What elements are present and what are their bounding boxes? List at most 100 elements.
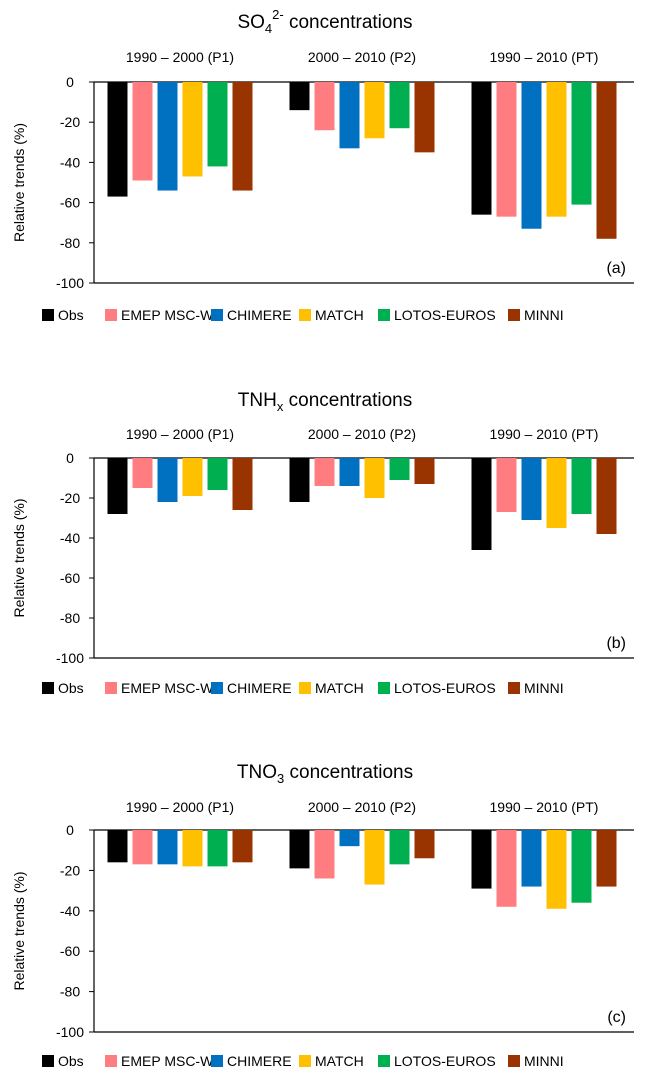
category-label: 1990 – 2010 (PT) [490, 49, 599, 65]
bar [314, 458, 335, 486]
legend-swatch [508, 309, 520, 321]
bar [132, 458, 153, 488]
bar [521, 830, 542, 887]
legend-label: EMEP MSC-W [121, 1053, 214, 1069]
bar [132, 82, 153, 181]
y-tick-label: -60 [60, 943, 80, 959]
bar [389, 458, 410, 480]
legend-label: MATCH [315, 680, 364, 696]
bar [471, 830, 492, 889]
bar [364, 82, 385, 139]
bar [496, 830, 517, 907]
y-tick-label: 0 [66, 450, 74, 466]
bar [289, 458, 310, 502]
bar [364, 458, 385, 498]
y-tick-label: -60 [60, 570, 80, 586]
legend-swatch [299, 309, 311, 321]
bar [289, 830, 310, 869]
bar [596, 458, 617, 534]
bar [339, 458, 360, 486]
y-axis-label: Relative trends (%) [11, 123, 27, 242]
y-tick-label: -20 [60, 114, 80, 130]
panel-label: (a) [606, 260, 626, 277]
bar [414, 830, 435, 859]
bar [289, 82, 310, 111]
bar [339, 830, 360, 847]
y-tick-label: -20 [60, 862, 80, 878]
legend-label: Obs [58, 680, 84, 696]
legend-swatch [105, 309, 117, 321]
legend-label: CHIMERE [227, 1053, 292, 1069]
legend-label: MATCH [315, 1053, 364, 1069]
bar [157, 458, 178, 502]
legend-swatch [378, 1055, 390, 1067]
legend-label: Obs [58, 1053, 84, 1069]
category-label: 1990 – 2000 (P1) [126, 426, 234, 442]
bar [521, 458, 542, 520]
legend-label: MINNI [524, 680, 564, 696]
bar [496, 82, 517, 217]
bar [232, 830, 253, 863]
category-label: 1990 – 2010 (PT) [490, 426, 599, 442]
legend-swatch [42, 1055, 54, 1067]
legend-label: CHIMERE [227, 307, 292, 323]
category-label: 2000 – 2010 (P2) [308, 49, 416, 65]
legend-swatch [378, 309, 390, 321]
bar [107, 830, 128, 863]
legend-swatch [299, 682, 311, 694]
y-axis-label: Relative trends (%) [11, 498, 27, 617]
legend-label: CHIMERE [227, 680, 292, 696]
bar [107, 458, 128, 514]
bar [546, 82, 567, 217]
bar [207, 830, 228, 867]
legend-label: EMEP MSC-W [121, 680, 214, 696]
y-tick-label: 0 [66, 822, 74, 838]
y-tick-label: -40 [60, 903, 80, 919]
y-tick-label: -80 [60, 235, 80, 251]
category-label: 1990 – 2010 (PT) [490, 799, 599, 815]
panel-label: (c) [607, 1009, 626, 1026]
bar [546, 830, 567, 909]
legend-label: MATCH [315, 307, 364, 323]
legend-label: MINNI [524, 307, 564, 323]
bar [521, 82, 542, 229]
legend-label: Obs [58, 307, 84, 323]
legend-label: LOTOS-EUROS [394, 680, 496, 696]
legend-swatch [105, 682, 117, 694]
bar [182, 458, 203, 496]
legend-swatch [105, 1055, 117, 1067]
y-tick-label: -40 [60, 530, 80, 546]
bar [571, 830, 592, 903]
bar [207, 82, 228, 167]
legend-label: LOTOS-EUROS [394, 1053, 496, 1069]
y-tick-label: -80 [60, 610, 80, 626]
legend-swatch [211, 309, 223, 321]
bar [182, 82, 203, 177]
bar [157, 82, 178, 191]
bar [132, 830, 153, 865]
legend-swatch [508, 682, 520, 694]
bar [596, 830, 617, 887]
category-label: 2000 – 2010 (P2) [308, 426, 416, 442]
y-tick-label: 0 [66, 74, 74, 90]
bar [389, 82, 410, 129]
y-tick-label: -100 [56, 650, 84, 666]
y-tick-label: -40 [60, 154, 80, 170]
legend-label: LOTOS-EUROS [394, 307, 496, 323]
y-tick-label: -60 [60, 195, 80, 211]
bar [414, 82, 435, 153]
bar [232, 82, 253, 191]
y-tick-label: -100 [56, 275, 84, 291]
bar [471, 458, 492, 550]
y-tick-label: -100 [56, 1024, 84, 1040]
bar [107, 82, 128, 197]
legend-swatch [299, 1055, 311, 1067]
legend-swatch [42, 309, 54, 321]
category-label: 1990 – 2000 (P1) [126, 799, 234, 815]
bar [207, 458, 228, 490]
bar [157, 830, 178, 865]
